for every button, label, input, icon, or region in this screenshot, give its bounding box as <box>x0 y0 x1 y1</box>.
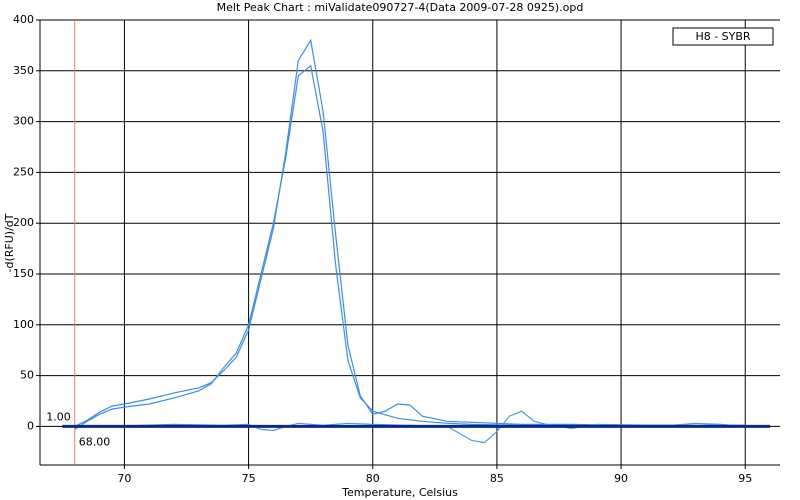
x-tick-label: 80 <box>366 472 380 485</box>
x-tick-label: 95 <box>738 472 752 485</box>
y-tick-label: 200 <box>13 216 34 229</box>
chart-title: Melt Peak Chart : miValidate090727-4(Dat… <box>217 1 584 14</box>
marker-y-label: 1.00 <box>46 410 71 423</box>
y-axis-title: -d(RFU)/dT <box>3 213 16 272</box>
legend-label: H8 - SYBR <box>695 30 750 43</box>
y-tick-label: 350 <box>13 64 34 77</box>
y-tick-label: 400 <box>13 13 34 26</box>
y-tick-label: 150 <box>13 267 34 280</box>
legend-box <box>672 27 774 46</box>
y-tick-label: 250 <box>13 165 34 178</box>
series-line <box>74 64 746 430</box>
x-tick-label: 70 <box>117 472 131 485</box>
marker-x-label: 68.00 <box>79 435 111 448</box>
x-tick-label: 85 <box>490 472 504 485</box>
x-axis-title: Temperature, Celsius <box>341 486 458 499</box>
y-tick-label: 0 <box>27 419 34 432</box>
y-tick-label: 300 <box>13 115 34 128</box>
x-tick-label: 75 <box>242 472 256 485</box>
y-tick-label: 50 <box>20 369 34 382</box>
x-tick-label: 90 <box>614 472 628 485</box>
series-line <box>74 38 746 427</box>
y-tick-label: 100 <box>13 318 34 331</box>
